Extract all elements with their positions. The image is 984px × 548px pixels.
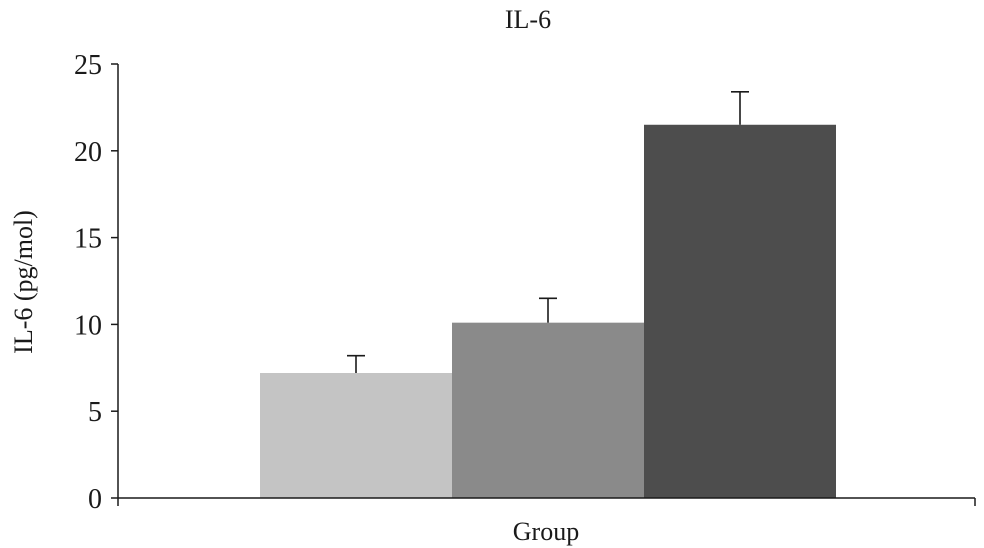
bar-1 (260, 373, 452, 498)
chart-title: IL-6 (505, 5, 551, 34)
y-tick-label: 20 (74, 137, 102, 168)
bar-3 (644, 124, 836, 498)
y-tick-label: 10 (74, 310, 102, 341)
x-axis-label: Group (513, 517, 579, 546)
error-bars-layer (347, 90, 749, 374)
bar-2 (452, 322, 644, 498)
y-tick-label: 0 (88, 484, 102, 515)
y-tick-label: 15 (74, 224, 102, 255)
y-tick-label: 5 (88, 397, 102, 428)
y-ticks-layer: 0 5 10 15 20 25 (74, 50, 118, 515)
y-axis-label: IL-6 (pg/mol) (9, 210, 38, 354)
bars-layer (260, 124, 836, 498)
y-tick-label: 25 (74, 50, 102, 81)
